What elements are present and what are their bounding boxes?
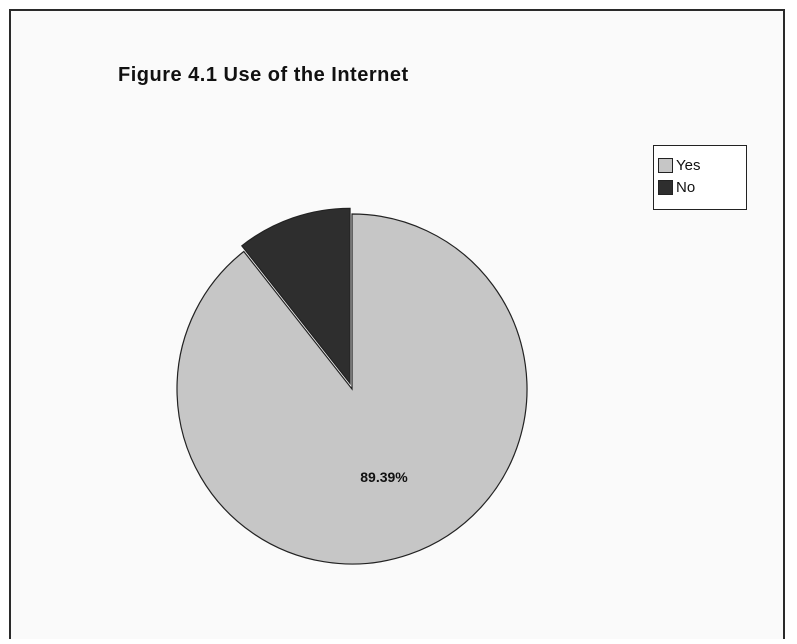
- pie-slice-no: [240, 207, 351, 386]
- legend-item-yes: Yes: [658, 154, 746, 176]
- data-label-yes: 89.39%: [360, 469, 408, 485]
- legend: Yes No: [653, 145, 747, 210]
- pie-slice-yes: [176, 213, 528, 565]
- legend-item-no: No: [658, 176, 746, 198]
- legend-label-yes: Yes: [676, 156, 701, 174]
- legend-swatch-yes: [658, 157, 673, 173]
- chart-title: Figure 4.1 Use of the Internet: [118, 64, 409, 86]
- legend-label-no: No: [676, 178, 696, 196]
- legend-swatch-no: [658, 179, 673, 195]
